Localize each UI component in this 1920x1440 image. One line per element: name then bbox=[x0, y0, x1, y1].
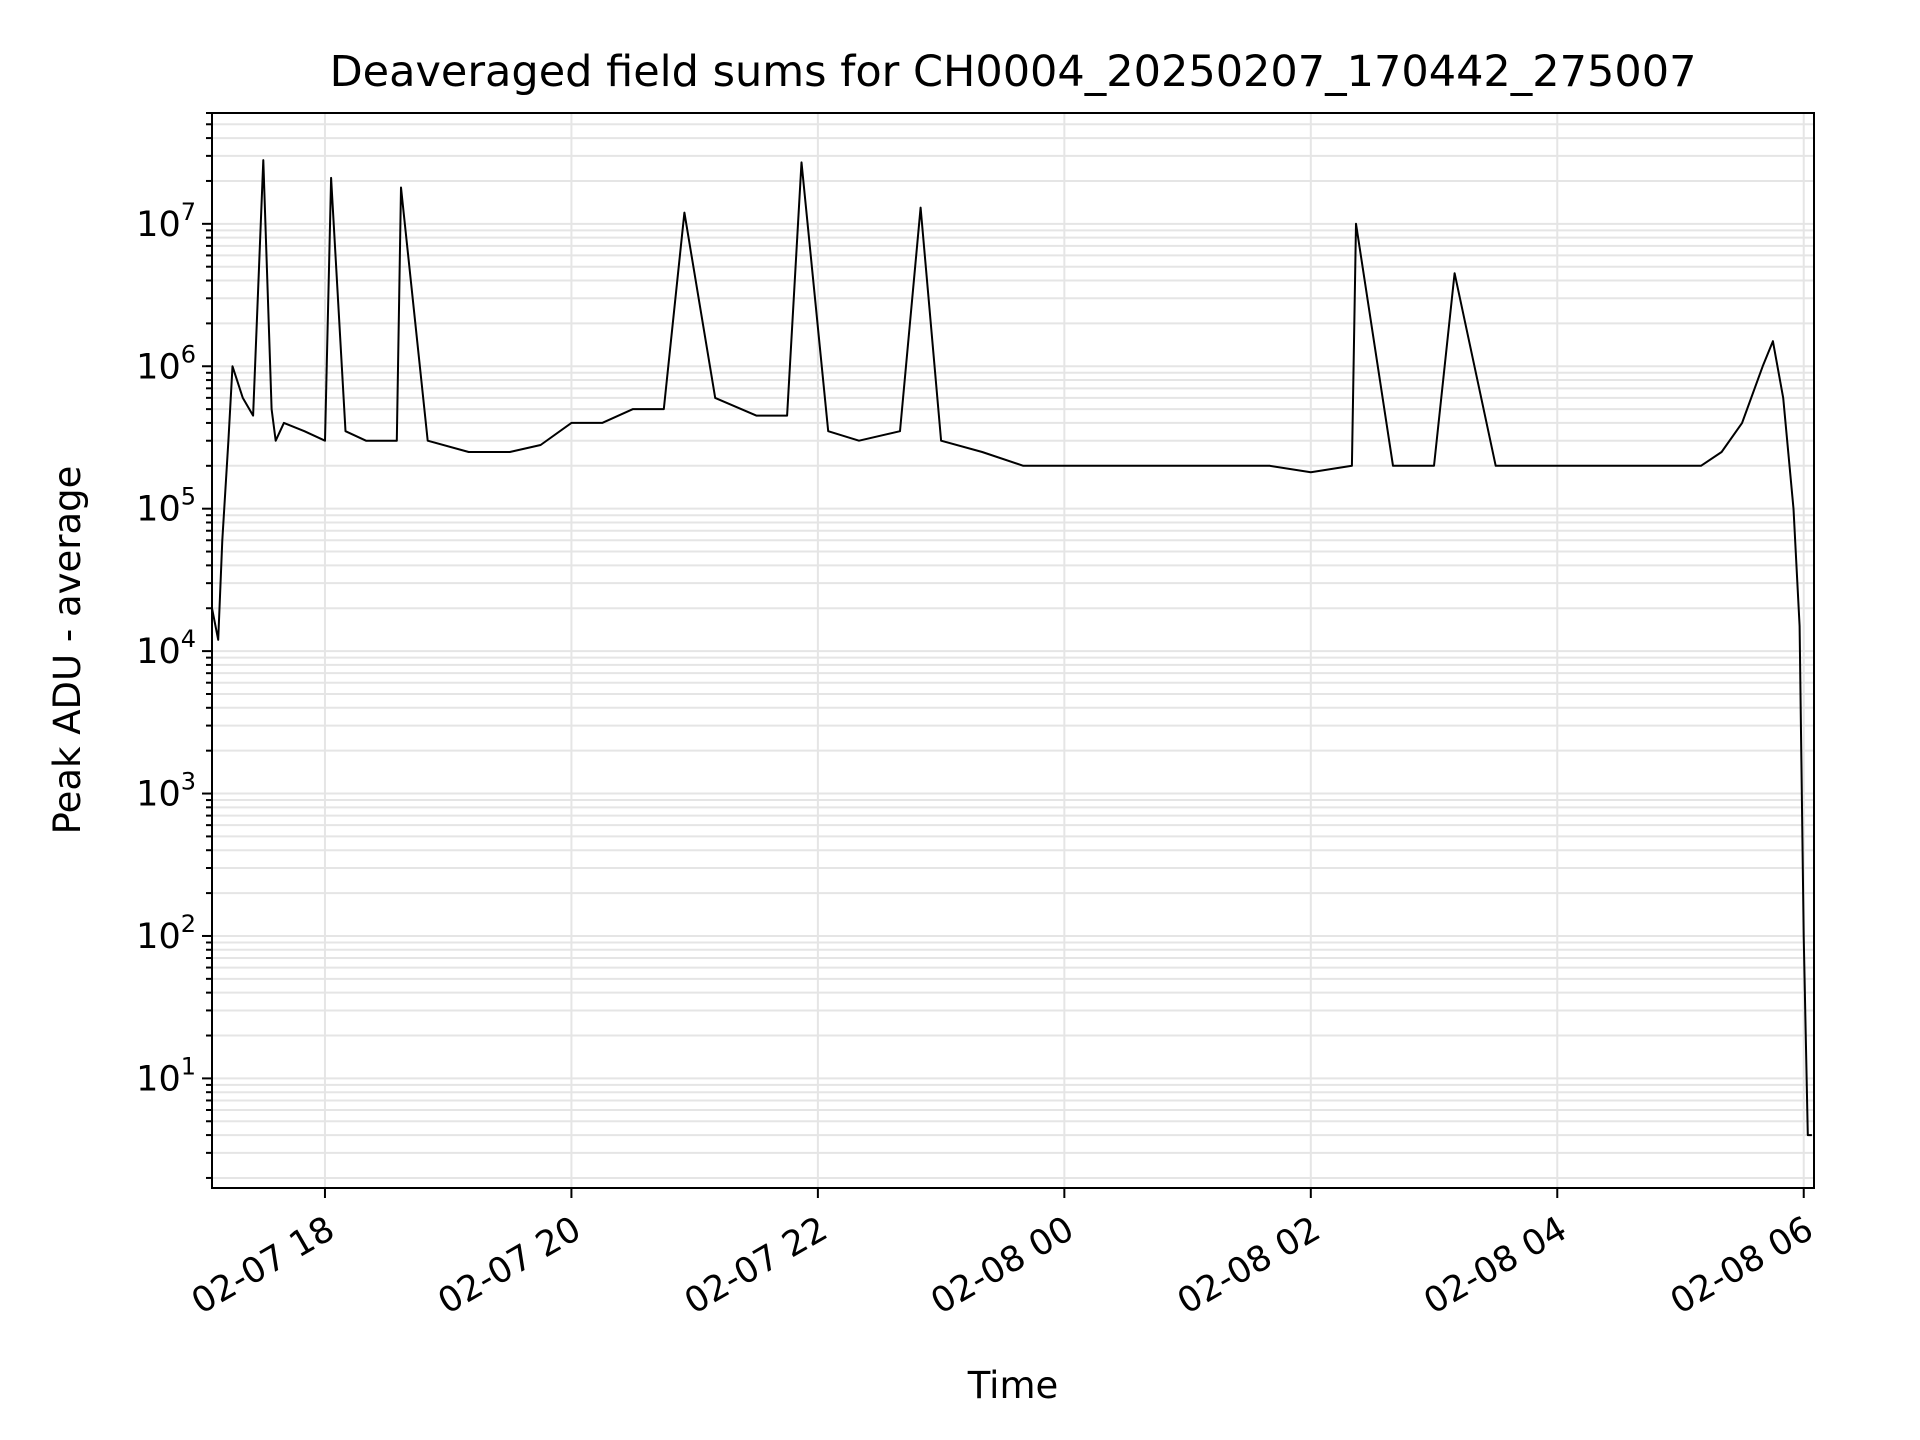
x-axis-label: Time bbox=[967, 1364, 1059, 1407]
y-tick-label: 103 bbox=[136, 768, 196, 815]
x-tick-label: 02-08 02 bbox=[1171, 1209, 1327, 1322]
x-tick-label: 02-07 20 bbox=[432, 1209, 588, 1322]
series-line bbox=[211, 159, 1812, 1137]
grid-lines bbox=[212, 112, 1814, 1188]
y-tick-label: 106 bbox=[136, 340, 196, 387]
y-tick-label: 107 bbox=[136, 198, 196, 245]
axis-ticks: 101 102 103 104 105 106 107 02-07 18 02-07 20 02-… bbox=[136, 112, 1820, 1322]
x-tick-label: 02-08 06 bbox=[1664, 1209, 1820, 1322]
x-tick-label: 02-07 18 bbox=[185, 1209, 341, 1322]
x-tick-label: 02-07 22 bbox=[678, 1209, 834, 1322]
x-tick-label: 02-08 00 bbox=[925, 1209, 1081, 1322]
y-tick-label: 104 bbox=[136, 625, 196, 672]
y-tick-label: 105 bbox=[136, 483, 196, 530]
chart-title: Deaveraged field sums for CH0004_2025020… bbox=[330, 47, 1697, 97]
data-series bbox=[211, 159, 1812, 1137]
y-tick-label: 102 bbox=[136, 910, 196, 957]
y-tick-label: 101 bbox=[136, 1052, 196, 1099]
y-axis-label: Peak ADU - average bbox=[46, 466, 89, 835]
x-tick-label: 02-08 04 bbox=[1417, 1209, 1573, 1322]
